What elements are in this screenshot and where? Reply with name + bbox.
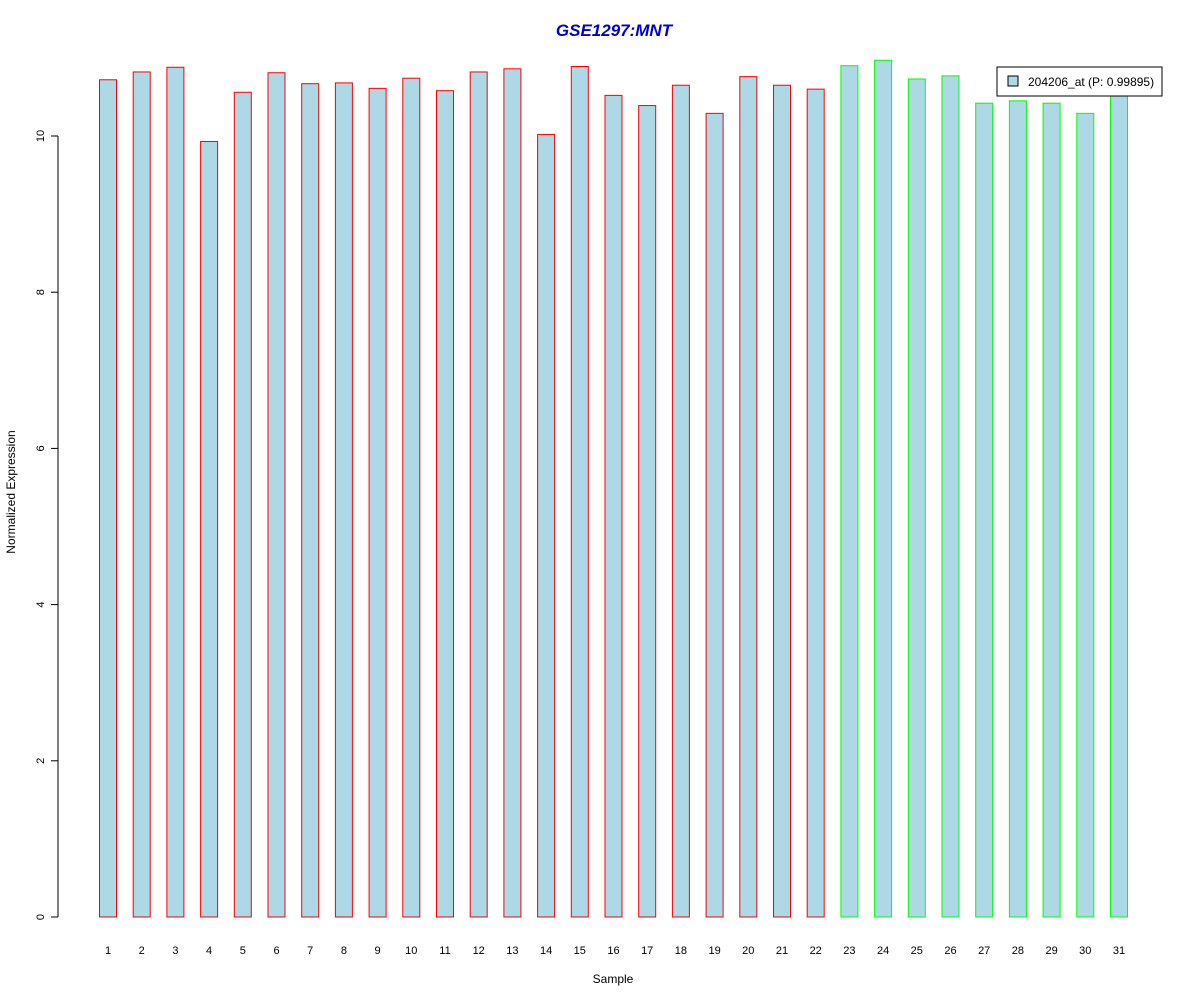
- x-tick-label: 31: [1113, 945, 1125, 957]
- bar-sample-11: [436, 90, 454, 918]
- bar-sample-19: [705, 112, 724, 918]
- x-tick-label: 15: [574, 945, 586, 957]
- x-tick-label: 13: [506, 945, 518, 957]
- bar-sample-10: [402, 77, 421, 918]
- x-tick-label: 3: [172, 945, 178, 957]
- x-tick-label: 14: [540, 945, 552, 957]
- bar-sample-6: [267, 72, 286, 918]
- x-tick-label: 10: [405, 945, 417, 957]
- legend-swatch: [1007, 75, 1019, 87]
- bar-sample-16: [604, 94, 623, 918]
- x-tick-label: 1: [105, 945, 111, 957]
- bar-sample-2: [132, 71, 151, 918]
- x-tick-label: 30: [1079, 945, 1091, 957]
- x-tick-label: 8: [341, 945, 347, 957]
- x-tick-label: 2: [139, 945, 145, 957]
- y-tick-label: 4: [35, 602, 47, 608]
- x-tick-label: 6: [273, 945, 279, 957]
- y-tick-label: 10: [35, 130, 47, 142]
- bar-sample-26: [941, 75, 960, 918]
- bar-sample-20: [739, 76, 758, 918]
- bar-sample-21: [773, 84, 791, 918]
- bar-sample-24: [874, 59, 893, 918]
- x-tick-label: 28: [1012, 945, 1024, 957]
- x-tick-label: 7: [307, 945, 313, 957]
- bar-sample-8: [334, 82, 353, 918]
- legend-box: [996, 66, 1163, 97]
- x-tick-label: 23: [843, 945, 855, 957]
- x-tick-label: 5: [240, 945, 246, 957]
- bar-sample-25: [907, 78, 926, 918]
- bar-sample-1: [99, 79, 117, 918]
- x-tick-label: 16: [607, 945, 619, 957]
- x-tick-label: 21: [776, 945, 788, 957]
- bar-sample-5: [233, 91, 252, 918]
- bar-sample-23: [840, 65, 859, 918]
- x-tick-label: 27: [978, 945, 990, 957]
- x-tick-label: 9: [375, 945, 381, 957]
- bar-sample-15: [570, 65, 589, 918]
- x-tick-label: 12: [473, 945, 485, 957]
- bar-sample-13: [503, 68, 522, 918]
- bar-sample-14: [537, 133, 556, 918]
- x-tick-label: 18: [675, 945, 687, 957]
- bar-sample-7: [301, 83, 320, 918]
- x-tick-label: 25: [911, 945, 923, 957]
- y-tick-label: 8: [35, 289, 47, 295]
- bar-sample-29: [1042, 102, 1061, 918]
- y-axis-label: Normalized Expression: [4, 430, 18, 553]
- bar-sample-28: [1008, 100, 1027, 918]
- x-tick-label: 11: [439, 945, 450, 957]
- x-tick-labels: 1 2 3 4 5 6 7 8 9 10 11 12 13 14 15 16 17 18 19 20 21 22 23 24 2…: [105, 945, 1125, 957]
- bar-sample-4: [200, 140, 219, 918]
- legend: 204206_at (P: 0.99895): [996, 66, 1163, 97]
- x-tick-label: 19: [708, 945, 720, 957]
- bar-sample-9: [368, 87, 387, 918]
- bar-sample-17: [638, 105, 657, 918]
- x-tick-label: 22: [810, 945, 822, 957]
- bar-sample-18: [671, 84, 690, 918]
- y-axis: 0 2 4 6 8 10: [35, 130, 59, 920]
- y-tick-label: 0: [35, 914, 47, 920]
- x-tick-label: 20: [742, 945, 754, 957]
- x-tick-label: 4: [206, 945, 212, 957]
- bar-sample-31: [1110, 92, 1128, 918]
- bar-sample-3: [166, 66, 185, 918]
- bars-group: [99, 59, 1128, 918]
- x-tick-label: 17: [641, 945, 653, 957]
- x-tick-label: 29: [1045, 945, 1057, 957]
- y-tick-label: 2: [35, 758, 47, 764]
- bar-sample-27: [975, 102, 994, 918]
- legend-label: 204206_at (P: 0.99895): [1028, 75, 1154, 89]
- chart-title: GSE1297:MNT: [556, 21, 674, 40]
- bar-sample-22: [806, 88, 825, 918]
- x-tick-label: 24: [877, 945, 889, 957]
- y-tick-label: 6: [35, 445, 47, 451]
- bar-sample-12: [469, 71, 488, 918]
- bar-sample-30: [1076, 112, 1095, 918]
- x-axis-label: Sample: [593, 972, 634, 986]
- x-tick-label: 26: [944, 945, 956, 957]
